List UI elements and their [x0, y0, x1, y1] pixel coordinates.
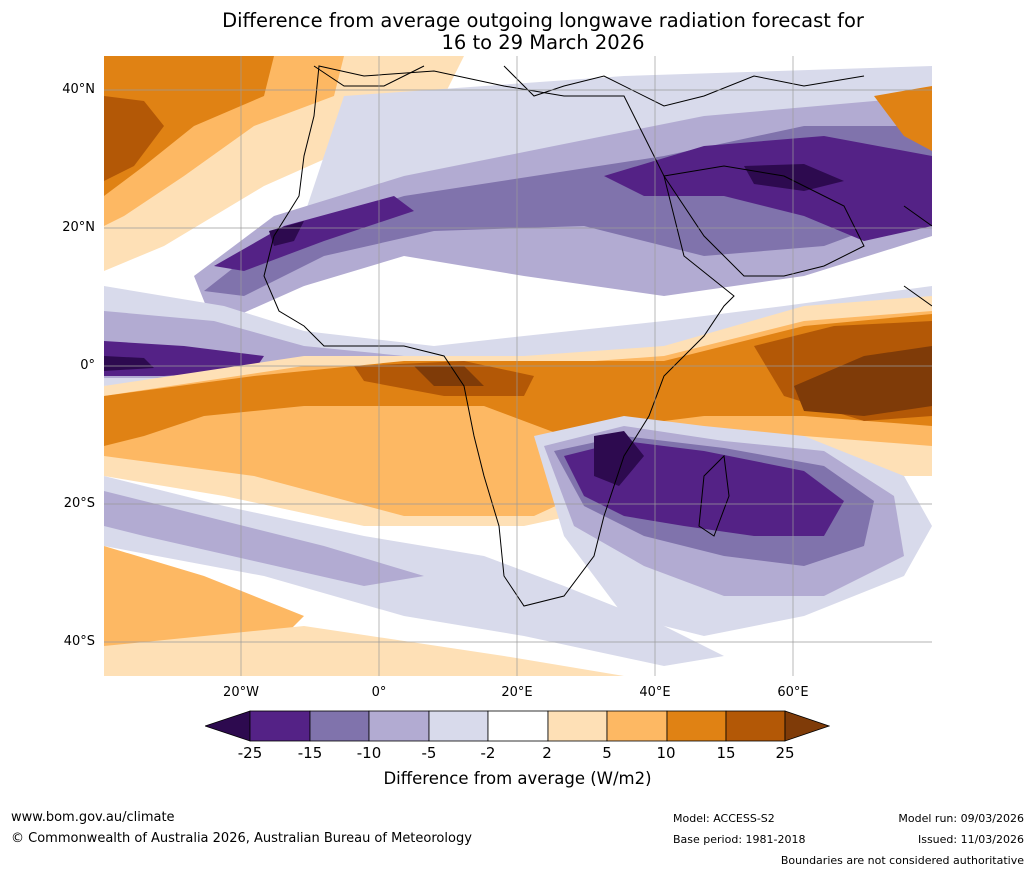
footer-copyright: © Commonwealth of Australia 2026, Austra… — [11, 831, 472, 846]
lat-label-20s: 20°S — [63, 496, 95, 511]
lon-label-60e: 60°E — [777, 685, 809, 700]
anomaly-region-indian-ocean-extreme — [414, 346, 932, 416]
map-canvas — [104, 56, 932, 676]
colorbar-swatch-8 — [666, 710, 727, 742]
colorbar-tick-7: 5 — [602, 744, 612, 762]
colorbar-tick-3: -10 — [356, 744, 382, 762]
madagascar-coastline — [698, 454, 730, 537]
footer-model: Model: ACCESS-S2 — [673, 812, 775, 825]
colorbar-swatch-6 — [547, 710, 608, 742]
colorbar-swatch-2 — [309, 710, 370, 742]
colorbar-swatch-7 — [606, 710, 668, 742]
colorbar-tick-8: 10 — [656, 744, 676, 762]
colorbar-tick-1: -25 — [237, 744, 263, 762]
lat-label-40n: 40°N — [62, 82, 95, 97]
anomaly-region-central-asia-orange — [874, 86, 932, 151]
lon-label-0: 0° — [371, 685, 387, 700]
colorbar-swatch-above-max — [784, 710, 831, 742]
lon-label-20w: 20°W — [223, 685, 259, 700]
colorbar-tick-10: 25 — [775, 744, 795, 762]
anomaly-region-s-atlantic-purple-band — [104, 476, 724, 666]
colorbar-tick-5: -2 — [480, 744, 496, 762]
colorbar-tick-6: 2 — [542, 744, 552, 762]
india-coastline — [903, 205, 932, 307]
colorbar-swatch-below-min — [203, 710, 251, 742]
colorbar-swatch-4 — [428, 710, 489, 742]
africa-coastline — [263, 65, 735, 607]
anomaly-region-n-atlantic-high — [104, 56, 274, 196]
colorbar-tick-4: -5 — [421, 744, 437, 762]
colorbar-tick-9: 15 — [716, 744, 736, 762]
footer-issued: Issued: 11/03/2026 — [917, 833, 1024, 846]
title-line-1: Difference from average outgoing longwav… — [222, 9, 864, 32]
chart-title: Difference from average outgoing longwav… — [0, 10, 1035, 54]
graticule — [104, 56, 932, 676]
europe-coastline — [313, 65, 865, 107]
footer-base-period: Base period: 1981-2018 — [673, 833, 806, 846]
footer-model-run: Model run: 09/03/2026 — [898, 812, 1024, 825]
colorbar-swatch-5 — [487, 710, 549, 742]
colorbar-label: Difference from average (W/m2) — [383, 769, 652, 788]
colorbar — [203, 710, 831, 748]
anomaly-region-sw-atlantic-orange — [104, 546, 304, 656]
arabia-coastline — [663, 165, 865, 277]
anomaly-region-sw-atlantic-light-orange — [104, 626, 624, 676]
lat-label-0: 0° — [80, 358, 95, 373]
lat-label-40s: 40°S — [63, 634, 95, 649]
olr-anomaly-map — [104, 56, 932, 676]
anomaly-region-s-atlantic-purple-core — [104, 491, 424, 586]
colorbar-swatch-1 — [249, 710, 311, 742]
footer-disclaimer: Boundaries are not considered authoritat… — [780, 854, 1024, 867]
title-line-2: 16 to 29 March 2026 — [441, 31, 645, 54]
anomaly-region-n-atlantic-strong — [104, 96, 164, 181]
footer-website-link[interactable]: www.bom.gov.au/climate — [11, 810, 175, 825]
colorbar-swatch-3 — [368, 710, 430, 742]
anomaly-region-eq-atlantic-extreme-purple — [104, 356, 154, 371]
colorbar-tick-2: -15 — [297, 744, 323, 762]
colorbar-svg — [203, 710, 831, 742]
lon-label-20e: 20°E — [501, 685, 533, 700]
lon-label-40e: 40°E — [639, 685, 671, 700]
anomaly-region-arabia-extreme-purple — [269, 164, 844, 246]
colorbar-swatch-9 — [725, 710, 786, 742]
anomaly-region-congo-strong — [354, 321, 932, 421]
lat-label-20n: 20°N — [62, 220, 95, 235]
